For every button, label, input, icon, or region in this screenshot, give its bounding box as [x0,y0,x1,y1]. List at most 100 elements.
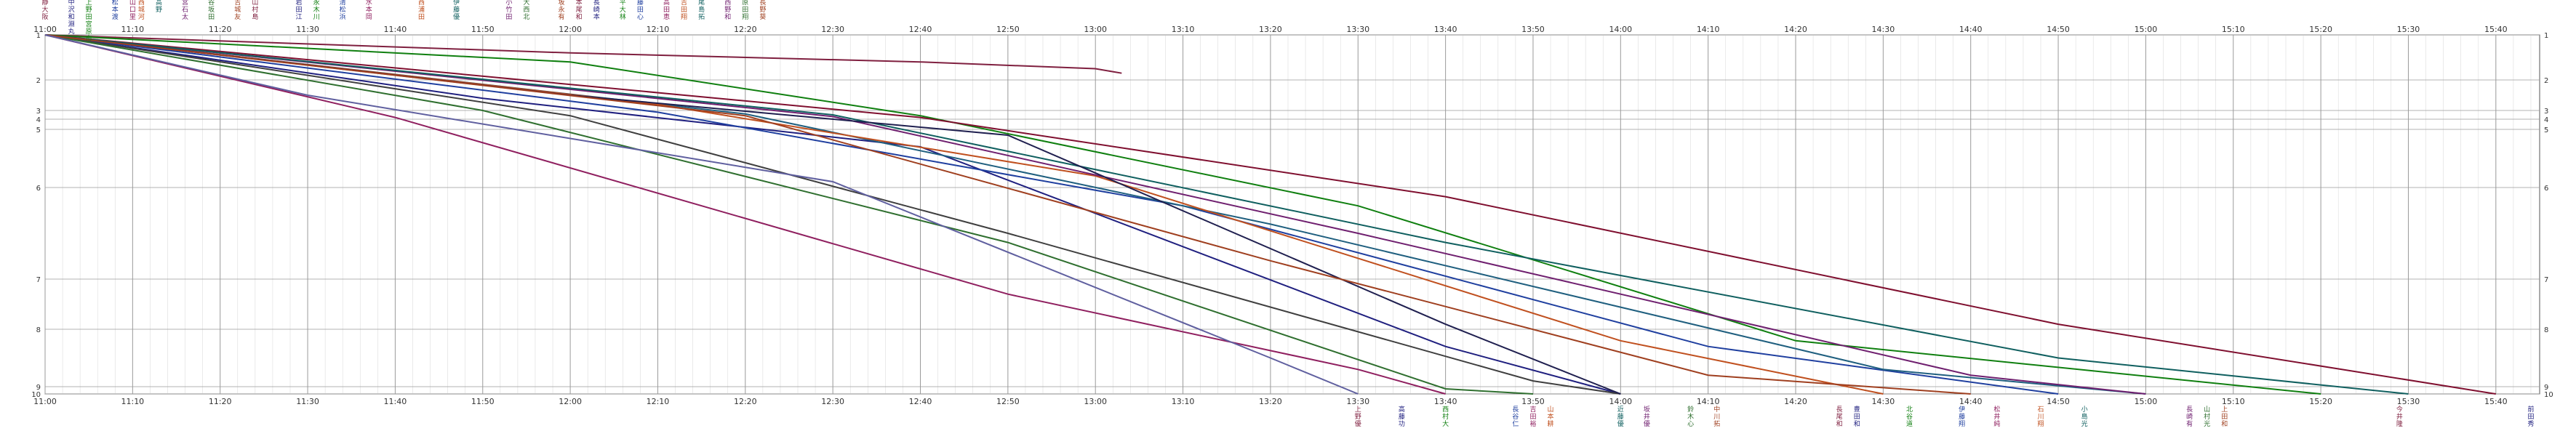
bottom-station-char: 心 [1687,420,1694,428]
top-station-char: 野 [724,6,731,14]
x-tick-label-top: 13:50 [1521,25,1545,34]
bottom-station-char: 裕 [1529,419,1536,428]
top-station-char: 和 [724,13,731,21]
top-station-char: 城 [138,6,145,14]
bottom-station-char: 山 [1548,406,1554,414]
y-tick-label-right: 6 [2544,185,2548,193]
bottom-station-char: 川 [1713,414,1720,421]
top-station-char: 岡 [366,13,372,21]
top-station-char: 上 [86,0,92,7]
top-station-char: 伊 [453,0,460,7]
x-tick-label-top: 11:30 [296,25,319,34]
x-tick-label-bottom: 14:50 [2047,397,2070,406]
x-tick-label-bottom: 14:00 [1609,397,1632,406]
bottom-station-char: 和 [1854,420,1860,428]
top-station-char: 田 [418,13,425,21]
top-station-char: 原 [86,28,92,36]
top-station-char: 大 [620,5,626,14]
top-station-char: 西 [724,0,731,7]
bottom-station-char: 石 [2037,406,2044,414]
bottom-station-char: 崎 [2186,412,2193,421]
x-tick-label-bottom: 14:10 [1697,397,1720,406]
x-tick-label-bottom: 14:40 [1959,397,1983,406]
top-station-char: 永 [313,0,320,7]
bottom-station-char: 伊 [1959,405,1965,414]
top-station-char: 崎 [593,5,600,14]
top-station-char: 西 [418,0,425,7]
top-station-char: 市 [86,34,92,43]
y-tick-label-right: 5 [2544,126,2548,134]
x-tick-label-bottom: 11:00 [33,397,57,406]
y-tick-label-left: 9 [36,384,41,392]
top-station-char: 林 [620,12,626,21]
top-station-char: 永 [559,5,565,14]
top-station-char: 西 [523,6,529,14]
bottom-station-char: 耕 [1548,419,1554,428]
series-line [44,34,1621,395]
bottom-station-char: 高 [1399,405,1405,414]
top-station-char: 田 [208,13,215,21]
top-station-char: 里 [129,13,136,21]
x-tick-label-bottom: 12:10 [647,397,670,406]
series-line [44,34,2146,395]
y-tick-label-left: 4 [36,116,41,124]
bottom-station-char: 西 [1442,406,1449,414]
top-station-char: 高 [663,0,670,7]
top-station-char: 田 [742,6,748,14]
bottom-station-char: 井 [2396,412,2403,421]
x-tick-label-top: 14:00 [1609,25,1632,34]
top-station-char: 藤 [637,0,644,7]
top-station-char: 松 [340,5,346,14]
top-station-char: 北 [523,13,529,21]
x-tick-label-bottom: 13:30 [1346,397,1369,406]
top-station-char: 田 [86,13,92,21]
y-tick-label-right: 3 [2544,108,2548,116]
bottom-station-char: 今 [2396,405,2403,414]
top-station-char: 中 [68,0,75,7]
bottom-station-char: 翔 [1959,419,1965,428]
x-tick-label-top: 11:50 [471,25,495,34]
bottom-station-char: 尾 [1836,413,1843,421]
top-station-char: 翔 [681,12,687,21]
bottom-station-char: 光 [2204,419,2210,428]
x-tick-label-top: 15:10 [2222,25,2245,34]
axes: 11:00 11:00 11:10 11:10 11:20 11:20 11:30 11:30… [31,25,2553,406]
bottom-station-char: 田 [2527,413,2534,421]
series-line [44,34,1446,395]
top-station-char: 葵 [759,12,766,21]
y-tick-label-left: 2 [36,77,41,85]
bottom-station-char: 坂 [1644,406,1650,414]
y-tick-label-left: 8 [36,326,41,334]
x-tick-label-bottom: 12:30 [821,397,844,406]
x-tick-label-bottom: 12:40 [909,397,932,406]
top-station-char: 清 [340,0,346,7]
top-station-char: 野 [156,6,162,14]
bottom-station-char: 上 [1355,406,1361,414]
x-tick-label-bottom: 12:00 [559,397,582,406]
top-station-char: 長 [593,0,600,7]
bottom-station-char: 秀 [2527,419,2534,428]
top-station-char: 平 [620,0,626,7]
x-tick-label-bottom: 15:30 [2397,397,2420,406]
bottom-station-char: 谷 [1906,413,1913,421]
top-station-char: 藤 [453,5,460,14]
bottom-station-char: 木 [1687,412,1694,421]
top-station-char: 静 [41,0,48,7]
series-line [44,34,2496,395]
x-tick-label-bottom: 15:00 [2135,397,2158,406]
x-tick-label-top: 15:30 [2397,25,2420,34]
top-station-char: 友 [234,12,241,21]
x-tick-label-top: 13:20 [1259,25,1282,34]
bottom-station-char: 田 [1854,413,1860,421]
top-station-char: 田 [681,6,687,14]
y-tick-label-right: 2 [2544,77,2548,85]
x-tick-label-top: 11:00 [33,25,57,34]
series-line [44,34,1534,395]
x-tick-label-top: 12:50 [996,25,1020,34]
top-station-char: 村 [252,5,258,14]
x-tick-label-top: 12:20 [734,25,757,34]
y-tick-label-right: 10 [2544,391,2553,399]
top-station-char: 本 [593,12,600,21]
